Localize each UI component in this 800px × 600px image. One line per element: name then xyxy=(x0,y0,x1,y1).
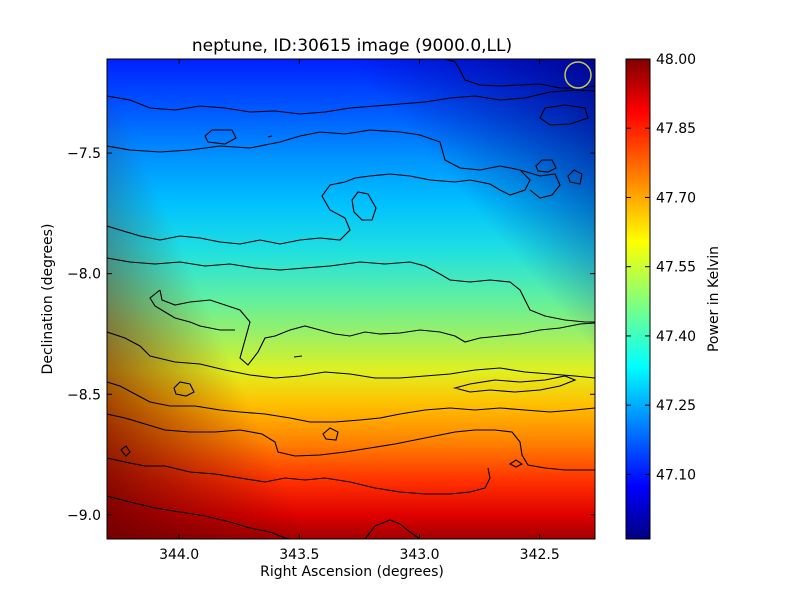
contour-line xyxy=(452,375,577,393)
colorbar-tick-label: 47.25 xyxy=(656,398,696,414)
x-tick-label: 343.0 xyxy=(399,547,439,563)
y-tick-label: −8.5 xyxy=(67,387,101,403)
colorbar-tick-label: 47.55 xyxy=(656,260,696,276)
colorbar-tick-label: 47.85 xyxy=(656,121,696,137)
contour-line xyxy=(322,427,339,441)
x-tick-label: 344.0 xyxy=(159,547,199,563)
contour-line xyxy=(107,89,595,115)
x-axis-ticks: 344.0 343.5 343.0 342.5 xyxy=(159,59,560,563)
contour-line xyxy=(293,355,303,358)
x-axis-label: Right Ascension (degrees) xyxy=(260,564,444,580)
y-axis-label: Declination (degrees) xyxy=(40,224,56,375)
contour-line xyxy=(508,459,524,468)
y-tick-label: −8.0 xyxy=(67,267,101,283)
plot-frame xyxy=(106,58,596,540)
colorbar: 48.00 47.85 47.70 47.55 47.40 47.25 47.10 Powe… xyxy=(625,52,722,540)
contour-line xyxy=(107,457,491,495)
chart-title: neptune, ID:30615 image (9000.0,LL) xyxy=(192,36,512,56)
contour-line xyxy=(107,495,291,539)
y-tick-label: −9.0 xyxy=(67,508,101,524)
contour-line xyxy=(107,381,595,423)
contour-line xyxy=(107,413,595,471)
beam-marker-circle xyxy=(564,61,592,89)
contour-line xyxy=(107,129,531,245)
x-tick-label: 342.5 xyxy=(520,547,560,563)
contour-line xyxy=(149,289,235,331)
contour-line xyxy=(444,59,595,89)
colorbar-label: Power in Kelvin xyxy=(706,246,722,352)
contour-line xyxy=(567,169,583,185)
heatmap-dark-corner-bottom-left xyxy=(107,59,595,539)
contour-line xyxy=(519,169,561,199)
y-tick-label: −7.5 xyxy=(67,146,101,162)
contour-line xyxy=(107,331,595,379)
contour-line xyxy=(204,129,237,145)
contour-line xyxy=(173,381,195,397)
x-tick-label: 343.5 xyxy=(279,547,319,563)
colorbar-tick-label: 48.00 xyxy=(656,52,696,68)
colorbar-tick-label: 47.70 xyxy=(656,190,696,206)
contour-lines xyxy=(107,59,595,539)
contour-line xyxy=(364,519,421,539)
heatmap-plot-area xyxy=(107,59,595,539)
colorbar-tick-label: 47.10 xyxy=(656,467,696,483)
contour-line xyxy=(159,289,595,366)
contour-line xyxy=(539,104,589,126)
colorbar-ticks: 48.00 47.85 47.70 47.55 47.40 47.25 47.10 xyxy=(626,52,696,483)
contour-line xyxy=(535,159,557,173)
colorbar-gradient xyxy=(625,58,651,540)
contour-line xyxy=(107,257,595,323)
colorbar-tick-label: 47.40 xyxy=(656,329,696,345)
contour-line xyxy=(267,135,273,138)
y-axis-ticks: −7.5 −8.0 −8.5 −9.0 xyxy=(67,146,595,524)
contour-line xyxy=(120,445,131,457)
contour-line xyxy=(351,191,377,221)
